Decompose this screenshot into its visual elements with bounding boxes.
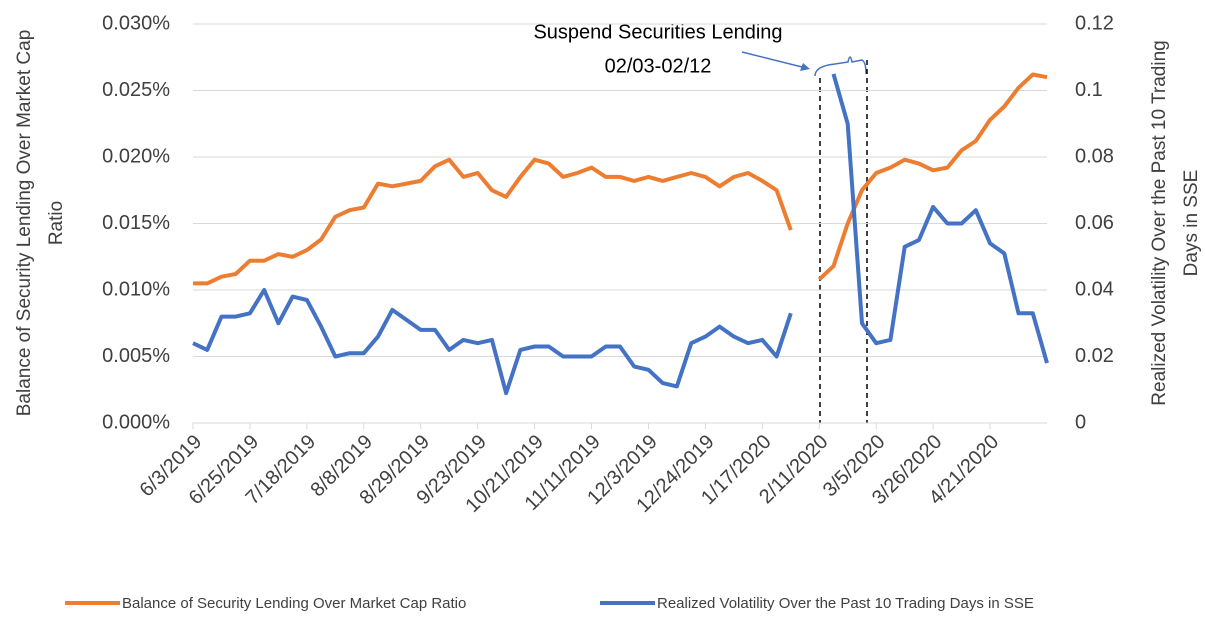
y2-tick-label: 0.04 <box>1075 278 1114 300</box>
legend-label: Balance of Security Lending Over Market … <box>122 595 466 612</box>
y-tick-label: 0.005% <box>102 345 170 367</box>
annotation-shapes <box>741 51 868 423</box>
y-tick-label: 0.030% <box>102 12 170 34</box>
y-axis-title: Ratio <box>46 201 67 245</box>
y2-tick-label: 0.08 <box>1075 145 1114 167</box>
y2-tick-label: 0.06 <box>1075 212 1114 234</box>
annotation: Suspend Securities Lending <box>533 21 782 43</box>
y-tick-label: 0.020% <box>102 145 170 167</box>
y2-axis-title: Realized Volatility Over the Past 10 Tra… <box>1149 40 1170 405</box>
y-tick-label: 0.015% <box>102 212 170 234</box>
series-line <box>193 72 1048 286</box>
y-tick-label: 0.025% <box>102 79 170 101</box>
series-line <box>192 73 1049 396</box>
y-tick-label: 0.000% <box>102 411 170 433</box>
y2-tick-label: 0.1 <box>1075 79 1103 101</box>
y-axis-title: Balance of Security Lending Over Market … <box>14 30 35 417</box>
y2-tick-label: 0.02 <box>1075 345 1114 367</box>
y2-tick-label: 0 <box>1075 411 1086 433</box>
annotation: 02/03-02/12 <box>605 55 712 77</box>
legend-label: Realized Volatility Over the Past 10 Tra… <box>657 595 1034 612</box>
y2-axis-title: Days in SSE <box>1181 170 1202 277</box>
y-tick-label: 0.010% <box>102 278 170 300</box>
y2-tick-label: 0.12 <box>1075 12 1114 34</box>
